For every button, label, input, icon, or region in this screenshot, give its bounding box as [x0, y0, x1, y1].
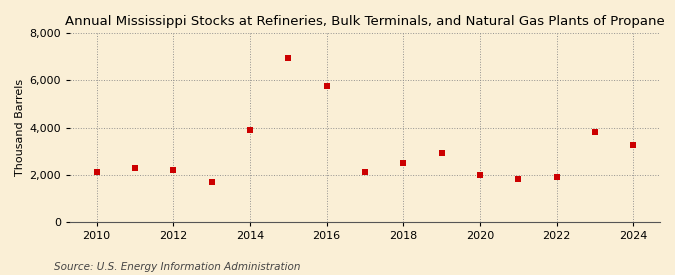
Point [283, 56, 294, 60]
Y-axis label: Thousand Barrels: Thousand Barrels [15, 79, 25, 176]
Point [321, 84, 332, 89]
Point [207, 180, 217, 184]
Text: Source: U.S. Energy Information Administration: Source: U.S. Energy Information Administ… [54, 262, 300, 272]
Point [168, 168, 179, 172]
Title: Annual Mississippi Stocks at Refineries, Bulk Terminals, and Natural Gas Plants : Annual Mississippi Stocks at Refineries,… [65, 15, 665, 28]
Point [130, 165, 140, 170]
Point [628, 143, 639, 147]
Point [513, 177, 524, 182]
Point [475, 172, 485, 177]
Point [244, 128, 255, 132]
Point [360, 170, 371, 174]
Point [91, 170, 102, 174]
Point [436, 151, 447, 156]
Point [398, 161, 408, 165]
Point [589, 130, 600, 134]
Point [551, 175, 562, 179]
